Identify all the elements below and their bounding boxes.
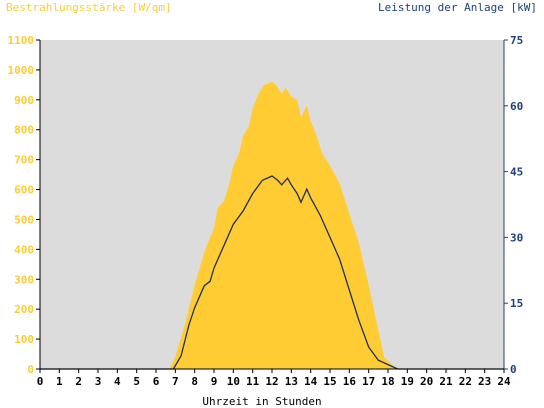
left-tick-label: 300: [14, 273, 34, 286]
x-tick-label: 3: [95, 375, 102, 388]
x-tick-label: 1: [56, 375, 63, 388]
right-tick-label: 15: [510, 297, 523, 310]
right-tick-label: 0: [510, 363, 517, 376]
x-tick-label: 15: [323, 375, 336, 388]
x-tick-label: 22: [459, 375, 472, 388]
x-tick-label: 7: [172, 375, 179, 388]
left-tick-label: 1100: [8, 34, 35, 47]
power-line: [40, 175, 504, 370]
x-tick-label: 23: [478, 375, 491, 388]
x-tick-label: 2: [75, 375, 82, 388]
power-series-layer: [40, 175, 504, 370]
x-tick-label: 13: [285, 375, 298, 388]
left-tick-label: 400: [14, 243, 34, 256]
left-tick-labels: 0 100 200 300 400 500 600 700 800 900 1000 1100: [8, 34, 40, 376]
x-tick-label: 16: [343, 375, 357, 388]
x-tick-label: 10: [227, 375, 240, 388]
x-tick-label: 4: [114, 375, 121, 388]
x-tick-label: 11: [246, 375, 260, 388]
x-tick-label: 9: [211, 375, 218, 388]
x-tick-labels: 0 1 2 3 4 5 6 7 8 9 10 11 12 13 14 15 16 17 18 19 20 21 22 23 24: [37, 369, 511, 388]
x-tick-label: 20: [420, 375, 433, 388]
x-tick-label: 24: [497, 375, 511, 388]
left-axis-title: Bestrahlungsstärke [W/qm]: [6, 1, 172, 14]
right-tick-label: 45: [510, 166, 523, 179]
x-tick-label: 14: [304, 375, 318, 388]
right-tick-labels: 0 15 30 45 60 75: [504, 34, 523, 376]
left-tick-label: 900: [14, 94, 34, 107]
irradiance-area: [40, 81, 504, 370]
x-tick-label: 12: [265, 375, 278, 388]
right-tick-label: 60: [510, 100, 523, 113]
left-tick-label: 1000: [8, 64, 35, 77]
x-tick-label: 5: [133, 375, 140, 388]
left-tick-label: 100: [14, 333, 34, 346]
x-tick-label: 6: [153, 375, 160, 388]
x-tick-label: 8: [191, 375, 198, 388]
x-axis-title: Uhrzeit in Stunden: [202, 395, 321, 408]
left-tick-label: 500: [14, 213, 34, 226]
x-tick-label: 17: [362, 375, 375, 388]
x-tick-label: 19: [401, 375, 414, 388]
x-tick-label: 18: [381, 375, 394, 388]
right-tick-label: 30: [510, 231, 523, 244]
left-tick-label: 600: [14, 184, 34, 197]
right-tick-label: 75: [510, 34, 523, 47]
left-tick-label: 700: [14, 154, 34, 167]
irradiance-series-layer: [40, 81, 504, 370]
x-tick-label: 21: [439, 375, 453, 388]
right-axis-title: Leistung der Anlage [kW]: [378, 1, 537, 14]
left-tick-label: 200: [14, 303, 34, 316]
left-tick-label: 800: [14, 124, 34, 137]
left-tick-label: 0: [27, 363, 34, 376]
x-tick-label: 0: [37, 375, 44, 388]
